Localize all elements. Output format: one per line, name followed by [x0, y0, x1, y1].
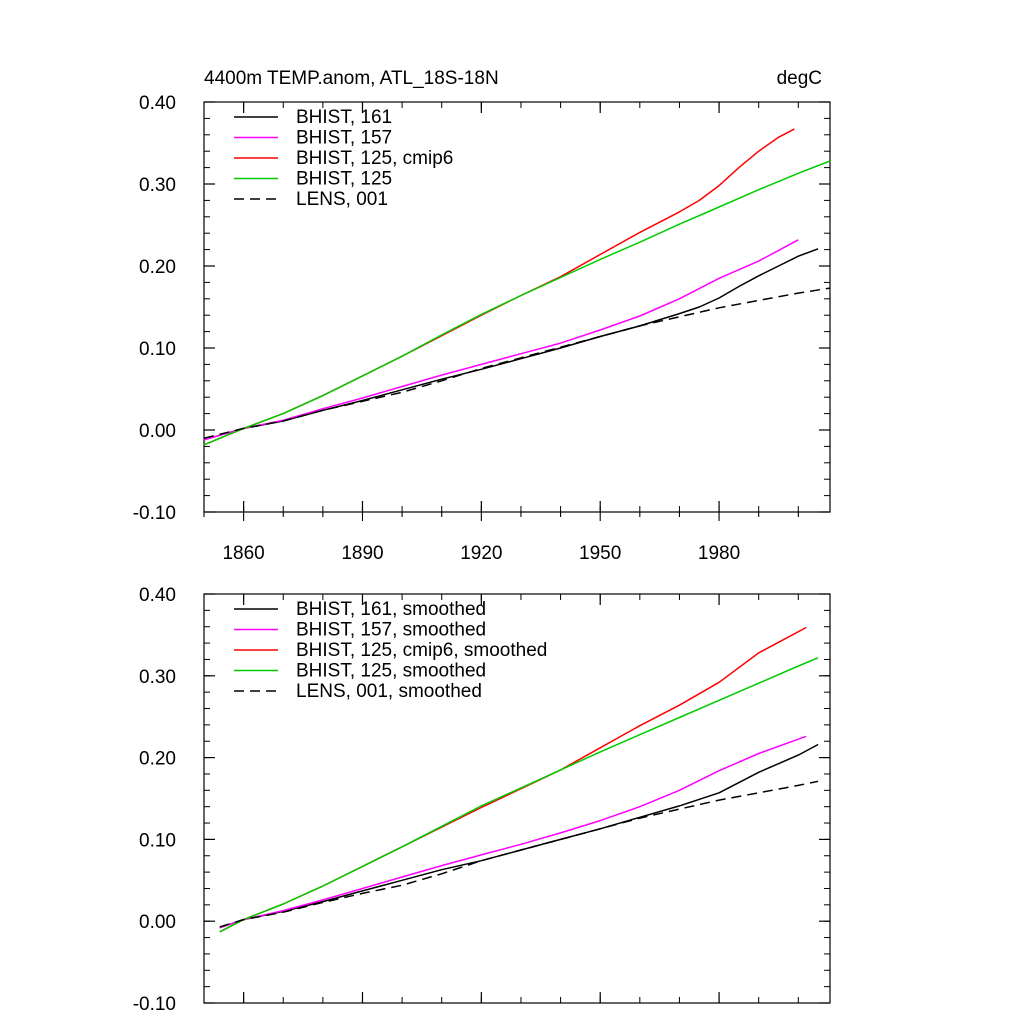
- x-tick-label: 1860: [222, 543, 264, 564]
- series-line-5: [219, 780, 819, 928]
- plot-frame: [203, 101, 831, 513]
- y-tick-label: -0.10: [133, 994, 176, 1015]
- x-tick-label: 1890: [341, 543, 383, 564]
- chart-panel-2: 0.40 0.30 0.20 0.10 0.00 -0.10 BHIST, 161, smo…: [133, 585, 831, 1015]
- legend-label: BHIST, 125, smoothed: [296, 661, 486, 682]
- series-line-2: [203, 239, 799, 441]
- legend-label: BHIST, 125: [296, 169, 392, 190]
- legend-label: LENS, 001: [296, 189, 388, 210]
- legend-label: BHIST, 125, cmip6, smoothed: [296, 640, 547, 661]
- legend-label: BHIST, 157: [296, 128, 392, 149]
- plot-frame: [203, 593, 831, 1004]
- series-line-3: [203, 128, 795, 446]
- series-line-2: [219, 735, 807, 929]
- y-tick-label: 0.40: [139, 585, 176, 606]
- x-tick-label: 1950: [579, 543, 621, 564]
- y-tick-label: 0.20: [139, 749, 176, 770]
- y-tick-label: 0.10: [139, 830, 176, 851]
- legend-label: BHIST, 161: [296, 107, 392, 128]
- chart-units: degC: [777, 68, 822, 89]
- legend-label: BHIST, 125, cmip6: [296, 148, 453, 169]
- y-tick-label: 0.00: [139, 912, 176, 933]
- x-tick-label: 1980: [698, 543, 740, 564]
- chart-title: 4400m TEMP.anom, ATL_18S-18N: [204, 68, 499, 89]
- y-tick-label: 0.00: [139, 421, 176, 442]
- series-line-1: [219, 743, 819, 929]
- y-tick-label: 0.30: [139, 667, 176, 688]
- legend-label: LENS, 001, smoothed: [296, 681, 482, 702]
- y-tick-label: 0.30: [139, 175, 176, 196]
- legend-label: BHIST, 161, smoothed: [296, 599, 486, 620]
- legend-label: BHIST, 157, smoothed: [296, 620, 486, 641]
- y-tick-label: 0.10: [139, 339, 176, 360]
- series-line-4: [219, 657, 819, 933]
- series-line-4: [203, 160, 831, 446]
- chart-panel-1: 0.40 0.30 0.20 0.10 0.00 -0.10 1860 1890 1920 195…: [133, 68, 831, 564]
- y-tick-label: 0.40: [139, 93, 176, 114]
- series-line-1: [203, 248, 819, 441]
- y-tick-label: -0.10: [133, 503, 176, 524]
- series-line-5: [203, 287, 831, 439]
- x-tick-label: 1920: [460, 543, 502, 564]
- y-tick-label: 0.20: [139, 257, 176, 278]
